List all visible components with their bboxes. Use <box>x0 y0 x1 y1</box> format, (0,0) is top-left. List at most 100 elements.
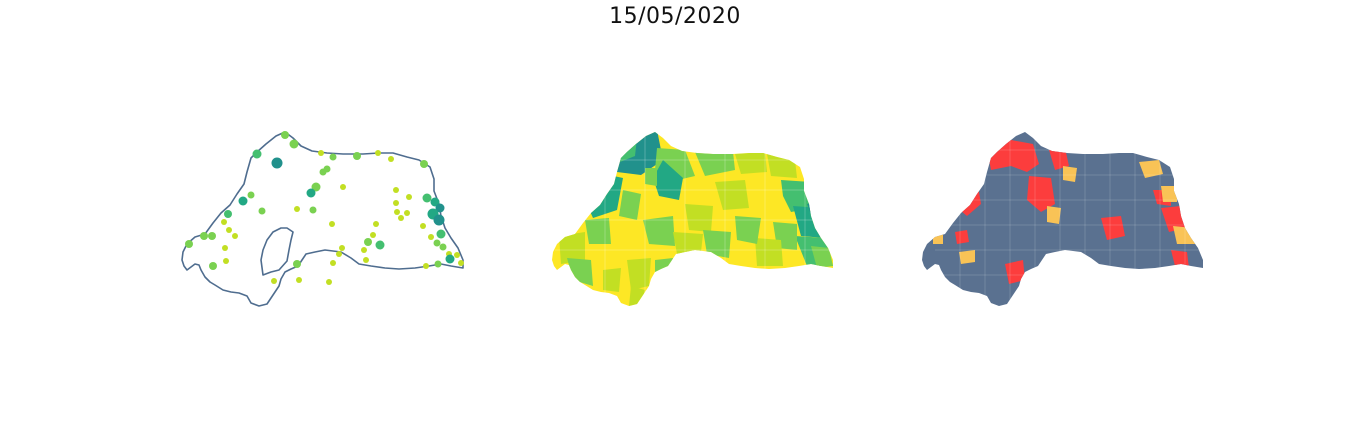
bubble <box>430 197 440 207</box>
bubble <box>394 209 400 215</box>
bubble-map-panel <box>175 120 475 320</box>
bubble <box>353 152 361 160</box>
region <box>715 180 749 210</box>
bubble <box>289 139 299 149</box>
region-borders <box>555 132 830 306</box>
bubble <box>435 203 445 213</box>
bubble <box>258 207 266 215</box>
region <box>1069 266 1083 278</box>
bubble <box>339 245 345 251</box>
bubble <box>336 251 342 257</box>
bubble <box>329 221 335 227</box>
region <box>1139 160 1163 178</box>
bubble <box>252 149 262 159</box>
region <box>627 258 651 290</box>
bubble <box>445 254 455 264</box>
region <box>645 168 657 186</box>
region <box>767 154 797 178</box>
bubble-layer <box>185 131 464 285</box>
bubble <box>232 233 238 239</box>
bubble <box>364 238 372 246</box>
bubble <box>306 188 316 198</box>
bubble <box>361 247 367 253</box>
region <box>811 246 833 268</box>
bubble <box>311 182 321 192</box>
bubble <box>185 240 193 248</box>
bubble <box>226 227 232 233</box>
bubble <box>375 240 385 250</box>
bubble <box>318 150 324 156</box>
bubble <box>330 260 336 266</box>
bubble <box>420 160 428 168</box>
region <box>567 258 593 286</box>
bubble <box>433 214 445 226</box>
region <box>933 234 943 244</box>
region <box>603 268 621 292</box>
region <box>1049 148 1069 170</box>
region <box>619 190 641 220</box>
bubble <box>309 206 317 214</box>
bubble <box>326 279 332 285</box>
bubble <box>388 156 394 162</box>
bubble <box>222 245 228 251</box>
bubble <box>439 243 447 251</box>
choropleth-map <box>552 132 833 306</box>
bubble <box>323 165 331 173</box>
region <box>643 216 675 246</box>
region <box>585 218 611 244</box>
bubble <box>296 277 302 283</box>
bubble <box>375 150 381 156</box>
region <box>1005 260 1025 284</box>
bubble <box>373 221 379 227</box>
bubble <box>393 187 399 193</box>
bubble <box>294 206 300 212</box>
alert-map <box>922 132 1203 306</box>
bubble <box>293 260 301 268</box>
region <box>1047 206 1061 224</box>
bubble <box>247 191 255 199</box>
bubble <box>434 260 442 268</box>
region <box>755 238 783 266</box>
bubble <box>329 153 337 161</box>
bubble <box>370 232 376 238</box>
region <box>673 232 703 254</box>
bubble <box>363 257 369 263</box>
region <box>735 152 767 174</box>
bubble <box>454 252 460 258</box>
choropleth-map-panel <box>545 120 845 320</box>
bubble <box>208 232 216 240</box>
alert-map-panel <box>915 120 1215 320</box>
bubble <box>281 131 289 139</box>
figure-title: 15/05/2020 <box>609 4 741 29</box>
bubble <box>209 262 217 270</box>
region <box>655 258 673 276</box>
bubble <box>406 194 412 200</box>
region <box>1161 186 1177 202</box>
state-outline <box>181 131 464 307</box>
region <box>559 232 585 264</box>
region <box>735 216 761 244</box>
bubble <box>223 258 229 264</box>
bubble <box>420 223 426 229</box>
region <box>1171 250 1189 268</box>
region <box>955 230 969 244</box>
bubble <box>423 263 429 269</box>
bubble <box>422 193 432 203</box>
bubble <box>428 234 434 240</box>
bubble <box>436 229 446 239</box>
bubble <box>200 232 208 240</box>
bubble <box>340 184 346 190</box>
region <box>1027 176 1055 212</box>
region <box>703 230 731 258</box>
region <box>1063 166 1077 182</box>
bubble <box>398 215 404 221</box>
bubble <box>224 210 232 218</box>
bubble <box>238 196 248 206</box>
bubble <box>271 278 277 284</box>
bubble <box>221 219 227 225</box>
region <box>1101 216 1125 240</box>
region <box>959 250 975 264</box>
bubble <box>393 200 399 206</box>
bubble-map <box>181 131 464 307</box>
bubble <box>433 239 441 247</box>
